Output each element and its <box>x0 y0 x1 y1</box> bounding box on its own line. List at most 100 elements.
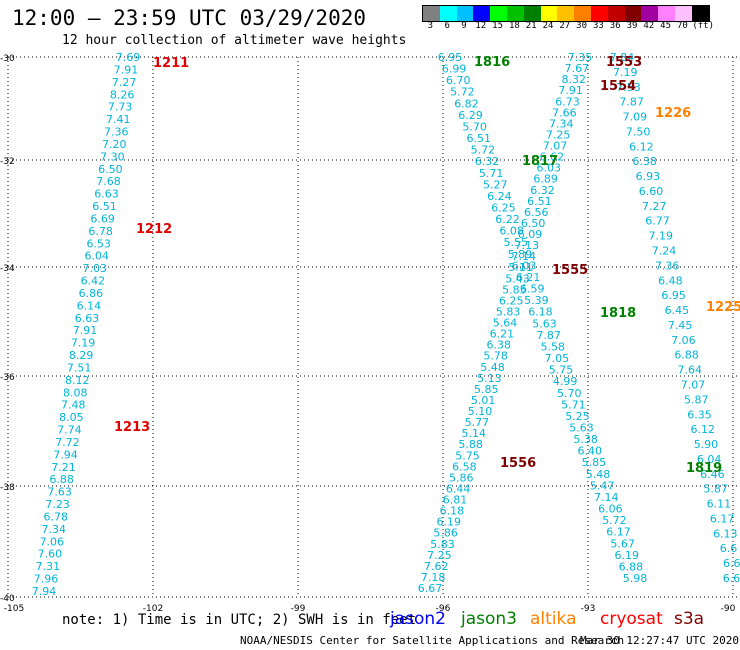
wave-height-value: 5.48 <box>586 468 611 481</box>
wave-height-value: 5.72 <box>602 514 627 527</box>
scale-swatch <box>439 6 457 21</box>
wave-height-value: 6.56 <box>524 206 549 219</box>
wave-height-value: 6.70 <box>446 74 471 87</box>
wave-height-value: 6.99 <box>442 63 467 76</box>
wave-height-value: 6.73 <box>555 95 580 108</box>
wave-height-value: 7.13 <box>515 239 540 252</box>
pass-time-label: 1211 <box>153 56 189 71</box>
wave-height-value: 6.19 <box>437 516 462 529</box>
scale-swatch <box>624 6 642 21</box>
wave-height-value: 8.08 <box>63 386 88 399</box>
scale-swatch <box>691 6 709 21</box>
pass-time-label: 1553 <box>606 55 642 70</box>
wave-height-value: 7.36 <box>104 126 129 139</box>
wave-height-value: 6.60 <box>639 185 664 198</box>
wave-height-value: 7.94 <box>53 448 78 461</box>
wave-height-value: 5.25 <box>565 410 590 423</box>
wave-height-value: 6.38 <box>632 155 657 168</box>
wave-height-value: 7.06 <box>40 535 65 548</box>
scale-label: 21 <box>525 21 537 31</box>
wave-height-value: 5.11 <box>508 261 533 274</box>
lon-label: -93 <box>581 604 596 614</box>
wave-height-value: 6.24 <box>487 190 512 203</box>
wave-height-value: 7.34 <box>549 117 574 130</box>
wave-height-value: 5.89 <box>508 248 533 261</box>
wave-height-value: 7.03 <box>83 262 108 275</box>
wave-height-value: 5.27 <box>483 178 508 191</box>
wave-height-value: 6.88 <box>619 560 644 573</box>
scale-label: 24 <box>542 21 554 31</box>
wave-height-value: 6.88 <box>49 473 74 486</box>
wave-height-value: 6.04 <box>697 453 722 466</box>
wave-height-value: 7.21 <box>51 461 76 474</box>
wave-height-value: 6.12 <box>690 423 715 436</box>
wave-height-value: 5.75 <box>549 364 574 377</box>
wave-height-value: 6.59 <box>520 283 545 296</box>
wave-height-value: 6.17 <box>710 512 735 525</box>
wave-height-value: 6.18 <box>528 306 553 319</box>
wave-height-value: 6.22 <box>495 213 520 226</box>
wave-height-value: 6.53 <box>86 237 111 250</box>
scale-swatch <box>574 6 591 21</box>
lon-label: -105 <box>4 604 24 614</box>
wave-height-value: 5.63 <box>569 421 594 434</box>
scale-label: 15 <box>492 21 504 31</box>
wave-height-value: 6.89 <box>533 173 558 186</box>
wave-height-value: 7.07 <box>543 140 568 153</box>
scale-swatch <box>423 6 440 21</box>
wave-height-value: 5.85 <box>502 283 527 296</box>
pass-time-label: 1554 <box>600 79 636 94</box>
scale-label: 18 <box>508 21 520 31</box>
wave-height-value: 5.88 <box>458 438 483 451</box>
lon-label: -99 <box>291 604 306 614</box>
wave-height-value: 6.44 <box>446 482 471 495</box>
chart-title: 12:00 – 23:59 UTC 03/29/2020 <box>12 6 367 30</box>
wave-height-value: 7.91 <box>73 324 98 337</box>
wave-height-value: 6.77 <box>645 215 670 228</box>
wave-height-value: 7.31 <box>36 560 61 573</box>
wave-height-value: 6.6 <box>720 542 738 555</box>
wave-height-value: 5.64 <box>493 317 518 330</box>
wave-height-value: 5.55 <box>504 236 529 249</box>
wave-height-value: 6.17 <box>606 526 631 539</box>
pass-time-label: 1212 <box>136 222 172 237</box>
wave-height-value: 5.14 <box>462 427 487 440</box>
wave-height-value: 6.50 <box>98 163 123 176</box>
wave-height-value: 6.62 <box>540 151 565 164</box>
wave-height-value: 6.35 <box>687 408 712 421</box>
wave-height-value: 7.74 <box>57 424 82 437</box>
scale-label: 9 <box>461 21 467 31</box>
wave-height-value: 6.58 <box>452 460 477 473</box>
pass-time-label: 1226 <box>655 106 691 121</box>
wave-height-value: 6.78 <box>88 225 113 238</box>
wave-height-value: 4.99 <box>553 375 578 388</box>
wave-height-value: 6.6 <box>723 557 740 570</box>
scale-label: 33 <box>592 21 604 31</box>
wave-height-value: 6.46 <box>700 468 725 481</box>
legend-jason3: jason3 <box>461 609 517 629</box>
wave-height-value: 7.69 <box>116 51 141 64</box>
wave-height-value: 5.48 <box>480 361 505 374</box>
scale-label: 45 <box>660 21 672 31</box>
generated-timestamp: Mar 30 12:27:47 UTC 2020 <box>580 634 739 647</box>
scale-label: 30 <box>576 21 588 31</box>
lat-label: -40 <box>0 594 15 604</box>
scale-swatch <box>674 6 692 21</box>
pass-time-label: 1819 <box>686 461 722 476</box>
wave-height-value: 5.71 <box>479 167 504 180</box>
wave-height-value: 6.51 <box>527 195 552 208</box>
wave-height-value: 7.72 <box>55 436 80 449</box>
wave-height-value: 7.07 <box>681 378 706 391</box>
chart-subtitle: 12 hour collection of altimeter wave hei… <box>62 33 407 48</box>
color-scale-bar <box>422 5 710 22</box>
wave-height-value: 6.32 <box>475 155 500 168</box>
wave-height-value: 7.50 <box>626 125 651 138</box>
wave-height-value: 7.05 <box>545 352 570 365</box>
wave-height-value: 5.67 <box>610 537 635 550</box>
wave-height-value: 5.72 <box>450 86 475 99</box>
footer-note: note: 1) Time is in UTC; 2) SWH is in fe… <box>62 612 417 628</box>
wave-height-value: 7.87 <box>619 96 644 109</box>
credit-text: NOAA/NESDIS Center for Satellite Applica… <box>240 634 625 647</box>
wave-height-value: 7.25 <box>546 128 571 141</box>
legend-cryosat: cryosat <box>600 609 663 629</box>
